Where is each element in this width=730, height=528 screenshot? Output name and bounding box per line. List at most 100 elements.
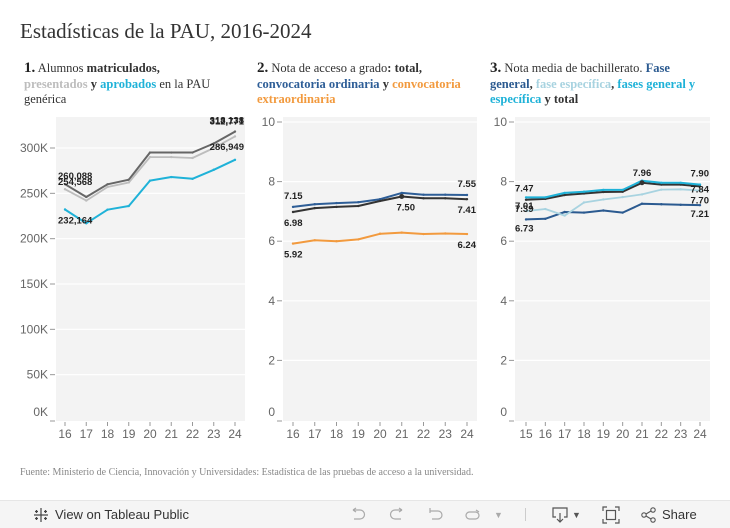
data-point[interactable] — [679, 188, 682, 191]
data-point[interactable] — [444, 232, 447, 235]
data-point[interactable] — [191, 156, 194, 160]
data-point[interactable] — [170, 175, 173, 179]
data-point[interactable] — [465, 193, 469, 197]
data-point[interactable] — [378, 232, 382, 235]
data-point[interactable] — [621, 195, 624, 199]
download-button[interactable]: ▼ — [551, 501, 581, 528]
data-point[interactable] — [291, 210, 295, 214]
data-point[interactable] — [170, 151, 173, 154]
data-point[interactable] — [106, 183, 109, 186]
data-point[interactable] — [335, 201, 338, 205]
chart-alumnos[interactable]: 0K 50K 100K 150K 200K 250K 300K 16 17 18 19 20 21 22 2… — [20, 116, 245, 441]
data-point[interactable] — [563, 191, 566, 195]
data-point[interactable] — [335, 205, 338, 209]
data-point[interactable] — [170, 155, 173, 159]
data-point[interactable] — [582, 190, 586, 193]
data-point[interactable] — [444, 193, 447, 196]
redo-button[interactable] — [388, 501, 406, 528]
view-on-tableau-button[interactable]: View on Tableau Public — [33, 501, 189, 528]
data-point[interactable] — [191, 151, 194, 154]
data-point[interactable] — [698, 185, 702, 188]
data-point[interactable] — [698, 203, 702, 207]
data-point[interactable] — [679, 183, 682, 186]
data-point[interactable] — [106, 185, 109, 189]
data-point[interactable] — [602, 209, 605, 212]
data-point[interactable] — [335, 240, 338, 243]
data-point[interactable] — [212, 146, 215, 150]
data-point[interactable] — [563, 193, 566, 197]
data-point[interactable] — [357, 200, 360, 204]
data-point[interactable] — [127, 181, 130, 184]
data-point[interactable] — [563, 210, 566, 214]
data-point[interactable] — [544, 207, 547, 211]
data-point[interactable] — [400, 191, 403, 195]
highlight-point[interactable] — [399, 194, 405, 199]
data-point[interactable] — [422, 197, 425, 200]
refresh-dropdown[interactable]: ▼ — [494, 501, 503, 528]
data-point[interactable] — [602, 198, 605, 201]
data-point[interactable] — [660, 181, 663, 184]
data-point[interactable] — [357, 238, 360, 241]
fullscreen-button[interactable] — [602, 501, 620, 528]
data-point[interactable] — [621, 188, 624, 192]
data-point[interactable] — [313, 206, 316, 210]
data-point[interactable] — [679, 181, 682, 184]
data-point[interactable] — [563, 214, 566, 217]
data-point[interactable] — [660, 203, 663, 206]
data-point[interactable] — [640, 202, 644, 205]
data-point[interactable] — [544, 196, 547, 199]
data-point[interactable] — [233, 135, 237, 138]
data-point[interactable] — [85, 199, 88, 202]
data-point[interactable] — [465, 197, 469, 201]
data-point[interactable] — [191, 177, 194, 181]
data-point[interactable] — [698, 183, 702, 186]
data-point[interactable] — [582, 211, 586, 214]
data-point[interactable] — [400, 231, 403, 234]
data-point[interactable] — [422, 232, 425, 236]
revert-button[interactable] — [427, 501, 445, 528]
data-point[interactable] — [85, 195, 88, 199]
data-point[interactable] — [63, 187, 67, 191]
data-point[interactable] — [313, 203, 316, 206]
data-point[interactable] — [148, 179, 152, 182]
data-point[interactable] — [422, 193, 425, 196]
data-point[interactable] — [127, 178, 130, 181]
data-point[interactable] — [63, 182, 67, 186]
data-point[interactable] — [127, 204, 130, 208]
data-point[interactable] — [85, 222, 88, 225]
data-point[interactable] — [357, 204, 360, 208]
data-point[interactable] — [524, 196, 528, 199]
data-point[interactable] — [313, 239, 316, 242]
data-point[interactable] — [524, 209, 528, 213]
data-point[interactable] — [621, 190, 624, 193]
undo-button[interactable] — [349, 501, 367, 528]
series-line-fases-general-y-espec-fica[interactable] — [526, 179, 701, 199]
data-point[interactable] — [679, 203, 682, 207]
data-point[interactable] — [106, 208, 109, 211]
data-point[interactable] — [233, 158, 237, 162]
data-point[interactable] — [63, 208, 67, 211]
data-point[interactable] — [148, 151, 152, 154]
data-point[interactable] — [582, 201, 586, 204]
data-point[interactable] — [544, 217, 547, 221]
data-point[interactable] — [660, 183, 663, 186]
series-line-fase-espec-fica[interactable] — [525, 188, 701, 217]
share-button[interactable]: Share — [641, 501, 697, 528]
data-point[interactable] — [233, 130, 237, 133]
data-point[interactable] — [291, 242, 295, 245]
data-point[interactable] — [602, 190, 605, 194]
data-point[interactable] — [212, 168, 215, 171]
data-point[interactable] — [212, 142, 215, 145]
series-line-fase-general[interactable] — [525, 202, 701, 221]
data-point[interactable] — [378, 197, 382, 201]
data-point[interactable] — [291, 205, 295, 209]
data-point[interactable] — [465, 232, 469, 236]
data-point[interactable] — [378, 199, 382, 203]
data-point[interactable] — [660, 188, 663, 191]
data-point[interactable] — [602, 188, 605, 192]
data-point[interactable] — [148, 155, 152, 159]
data-point[interactable] — [698, 189, 702, 192]
refresh-button[interactable] — [464, 501, 482, 528]
